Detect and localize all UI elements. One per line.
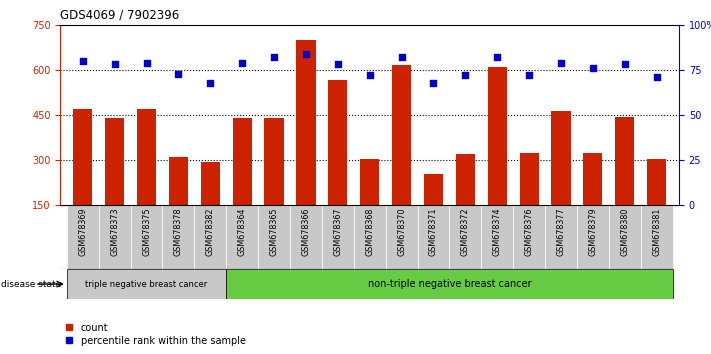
Point — [109, 62, 120, 67]
Point — [587, 65, 599, 71]
Bar — [552, 110, 571, 205]
Bar — [615, 116, 634, 205]
Bar — [513, 205, 545, 269]
Bar — [354, 205, 385, 269]
Point — [396, 55, 407, 60]
Point — [300, 51, 311, 57]
Text: GSM678367: GSM678367 — [333, 207, 342, 256]
Bar — [360, 159, 379, 205]
Bar — [105, 118, 124, 205]
Text: GSM678378: GSM678378 — [174, 207, 183, 256]
Bar — [424, 174, 443, 205]
Text: disease state: disease state — [1, 280, 61, 289]
Bar — [385, 205, 417, 269]
Point — [141, 60, 152, 65]
Point — [77, 58, 88, 64]
Point — [491, 55, 503, 60]
Text: GSM678372: GSM678372 — [461, 207, 470, 256]
Point — [332, 62, 343, 67]
Bar — [258, 205, 290, 269]
Text: non-triple negative breast cancer: non-triple negative breast cancer — [368, 279, 531, 289]
Bar — [392, 65, 411, 205]
Bar — [73, 109, 92, 205]
Bar — [169, 157, 188, 205]
Text: GSM678374: GSM678374 — [493, 207, 502, 256]
Bar — [328, 80, 348, 205]
Bar — [264, 118, 284, 205]
Bar — [545, 205, 577, 269]
Bar — [456, 154, 475, 205]
Text: GSM678382: GSM678382 — [205, 207, 215, 256]
Bar — [583, 153, 602, 205]
Bar — [322, 205, 354, 269]
Bar — [577, 205, 609, 269]
Text: GSM678370: GSM678370 — [397, 207, 406, 256]
Bar — [417, 205, 449, 269]
Text: GSM678366: GSM678366 — [301, 207, 311, 256]
Point — [205, 80, 216, 85]
Bar — [647, 159, 666, 205]
Text: GSM678375: GSM678375 — [142, 207, 151, 256]
Text: triple negative breast cancer: triple negative breast cancer — [85, 280, 208, 289]
Bar — [641, 205, 673, 269]
Text: GSM678379: GSM678379 — [589, 207, 597, 256]
Bar — [226, 269, 673, 299]
Bar — [290, 205, 322, 269]
Text: GSM678369: GSM678369 — [78, 207, 87, 256]
Point — [619, 62, 631, 67]
Point — [173, 71, 184, 76]
Bar — [137, 109, 156, 205]
Bar — [163, 205, 194, 269]
Bar — [67, 205, 99, 269]
Point — [237, 60, 248, 65]
Text: GSM678371: GSM678371 — [429, 207, 438, 256]
Text: GDS4069 / 7902396: GDS4069 / 7902396 — [60, 9, 180, 22]
Point — [364, 73, 375, 78]
Bar — [520, 153, 539, 205]
Point — [555, 60, 567, 65]
Bar — [194, 205, 226, 269]
Point — [523, 73, 535, 78]
Bar — [488, 67, 507, 205]
Point — [428, 80, 439, 85]
Bar — [201, 162, 220, 205]
Text: GSM678368: GSM678368 — [365, 207, 374, 256]
Text: GSM678376: GSM678376 — [525, 207, 534, 256]
Bar — [99, 205, 131, 269]
Bar — [131, 205, 163, 269]
Point — [460, 73, 471, 78]
Text: GSM678365: GSM678365 — [269, 207, 279, 256]
Text: GSM678377: GSM678377 — [557, 207, 565, 256]
Text: GSM678381: GSM678381 — [652, 207, 661, 256]
Bar — [67, 269, 226, 299]
Point — [651, 74, 663, 80]
Text: GSM678364: GSM678364 — [237, 207, 247, 256]
Bar — [232, 118, 252, 205]
Bar — [296, 40, 316, 205]
Bar — [226, 205, 258, 269]
Point — [268, 55, 279, 60]
Bar — [449, 205, 481, 269]
Text: GSM678380: GSM678380 — [620, 207, 629, 256]
Text: GSM678373: GSM678373 — [110, 207, 119, 256]
Legend: count, percentile rank within the sample: count, percentile rank within the sample — [65, 323, 246, 346]
Bar — [481, 205, 513, 269]
Bar — [609, 205, 641, 269]
